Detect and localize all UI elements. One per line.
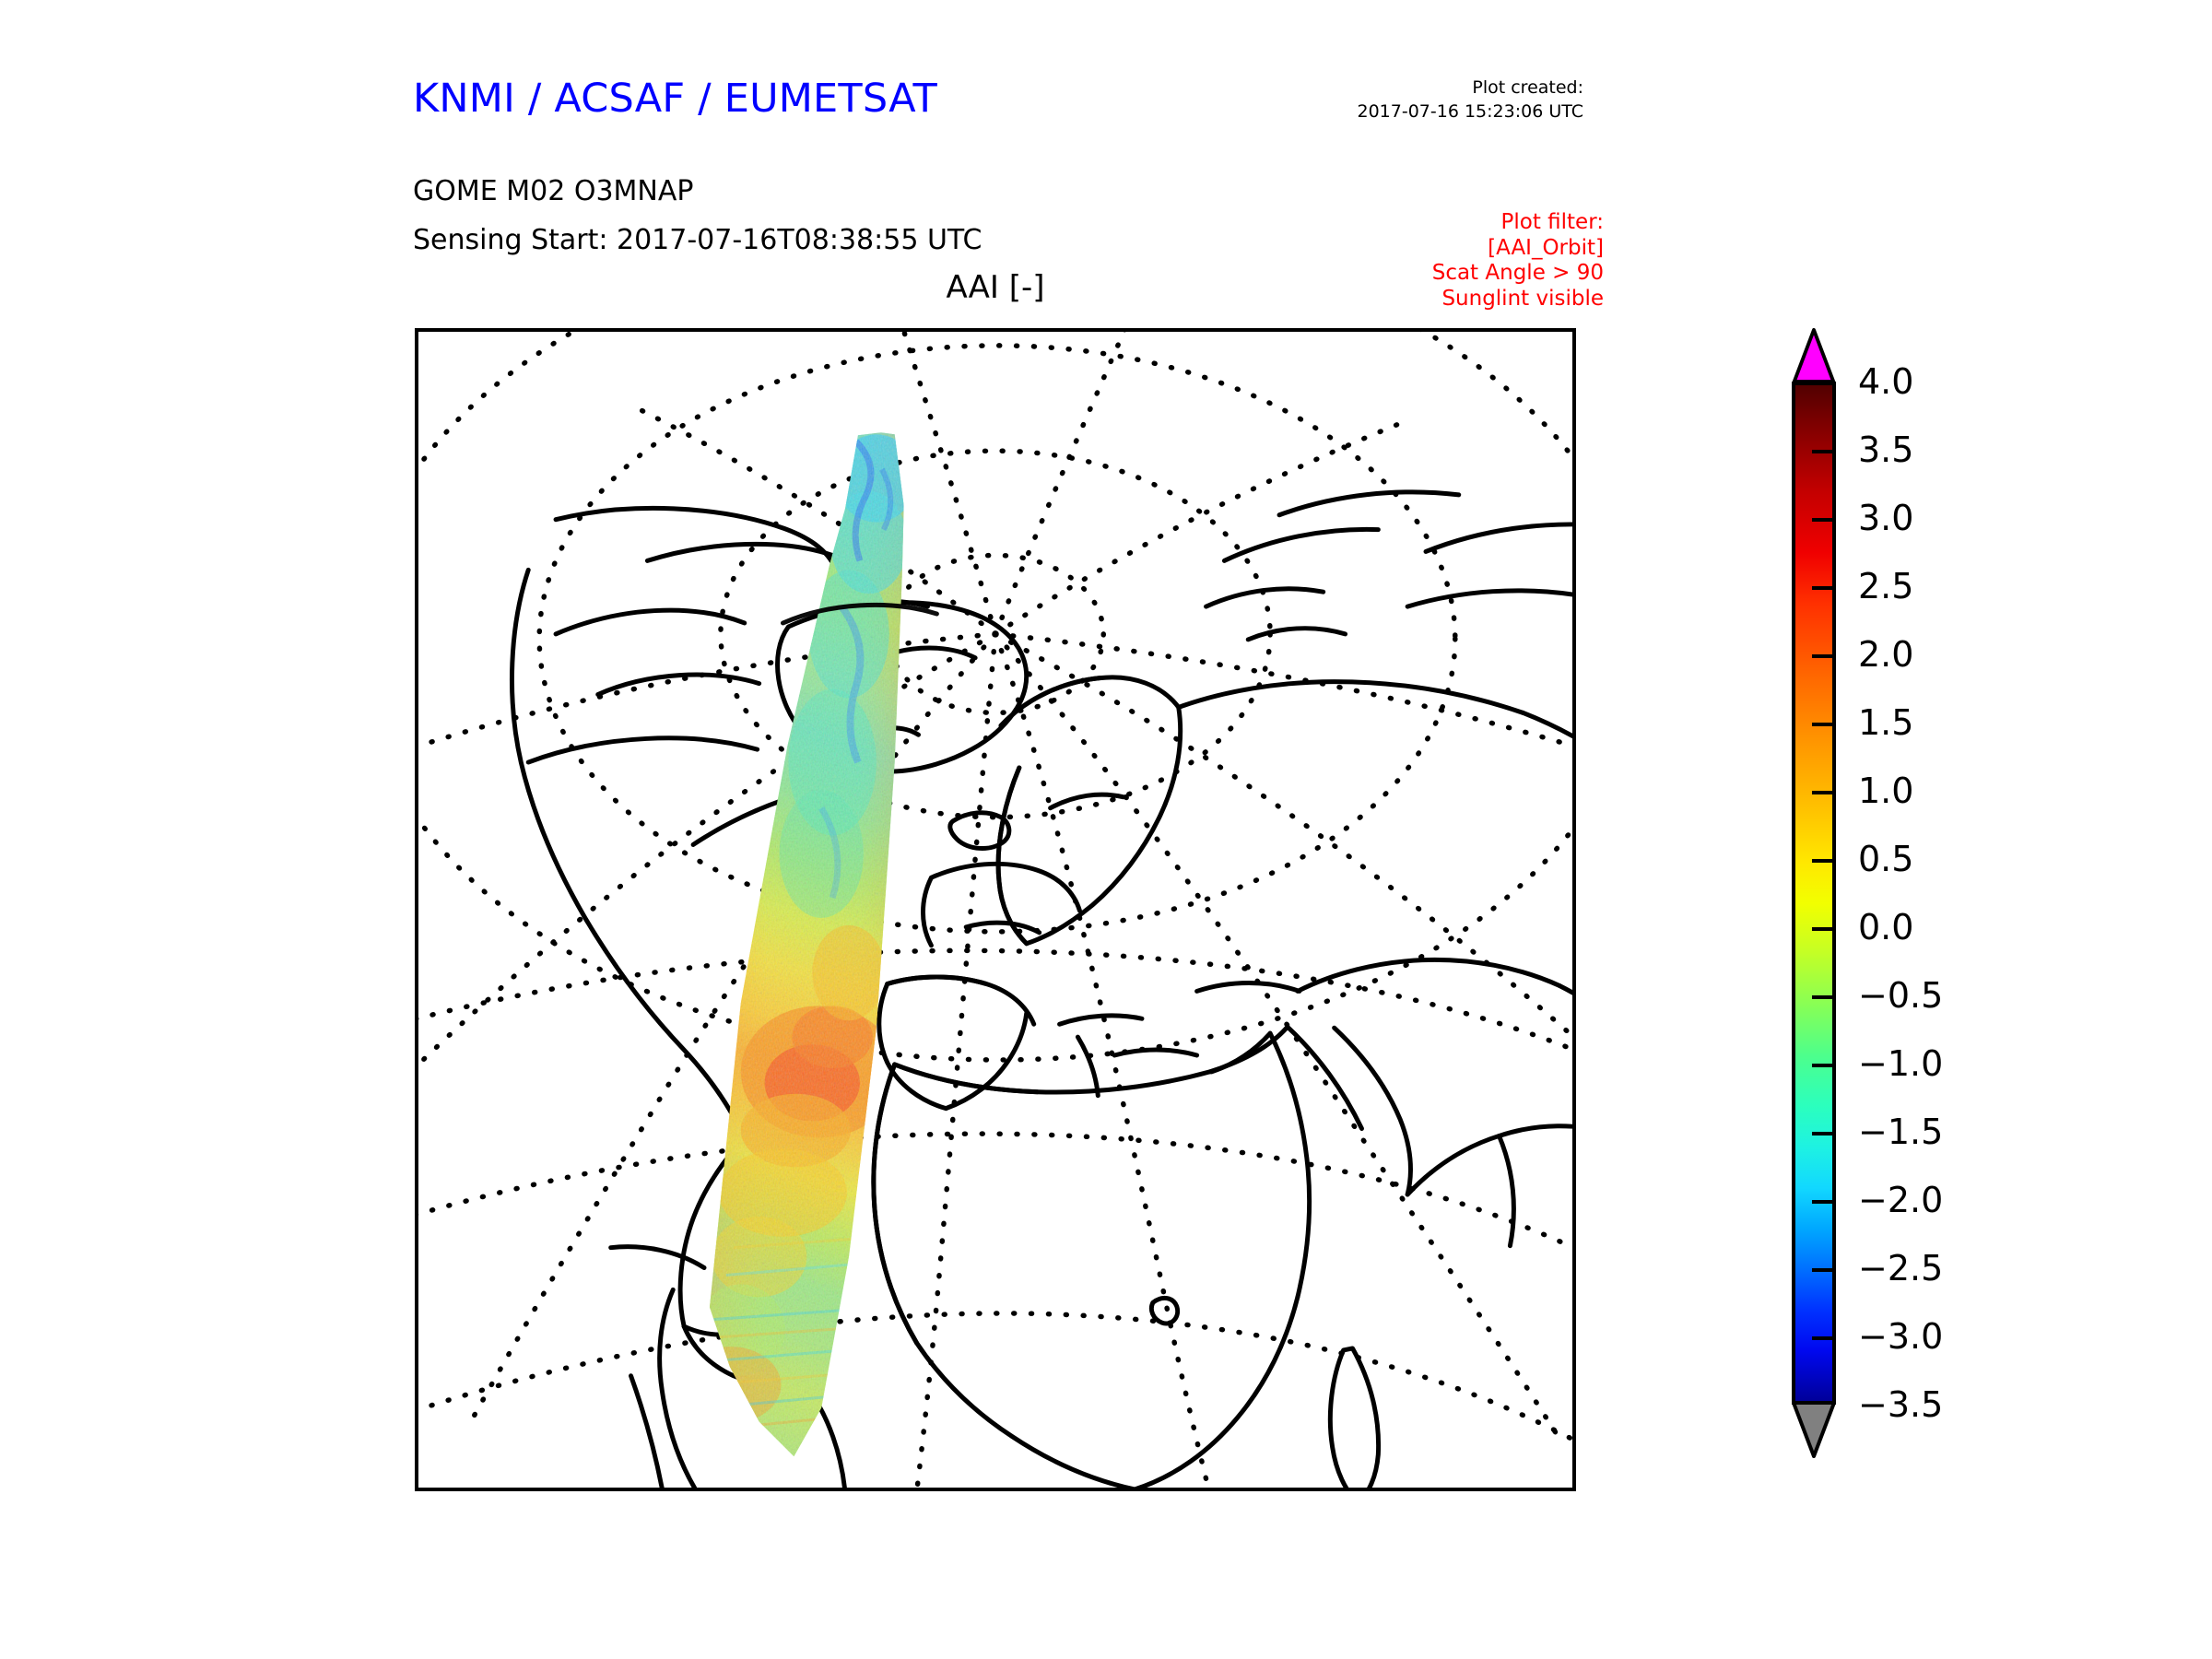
- colorbar: 4.0 3.5 3.0 2.5 2.0 1.5 1.0 0.5 0.0 −0.5 −1.0 −1.5 −…: [1792, 324, 2179, 1523]
- plot-filter-name: [AAI_Orbit]: [1488, 235, 1604, 260]
- plot-filter-label: Plot filter:: [1500, 210, 1604, 234]
- colorbar-tick: [1812, 927, 1832, 931]
- colorbar-tick-label: 0.0: [1858, 907, 1914, 947]
- colorbar-tick: [1812, 791, 1832, 794]
- colorbar-tick-label: −2.5: [1858, 1248, 1944, 1288]
- colorbar-tick: [1812, 654, 1832, 658]
- colorbar-tick-label: −3.0: [1858, 1316, 1944, 1357]
- colorbar-tick-label: −1.5: [1858, 1112, 1944, 1152]
- world-map: [418, 332, 1572, 1488]
- plot-created-block: Plot created: 2017-07-16 15:23:06 UTC: [1196, 76, 1584, 124]
- dataset-name: GOME M02 O3MNAP: [413, 175, 694, 207]
- colorbar-tick: [1812, 1200, 1832, 1204]
- colorbar-tick-label: −0.5: [1858, 975, 1944, 1016]
- colorbar-over-arrow: [1792, 328, 1836, 383]
- colorbar-tick-label: 2.0: [1858, 634, 1914, 675]
- colorbar-tick: [1812, 995, 1832, 999]
- plot-created-timestamp: 2017-07-16 15:23:06 UTC: [1357, 101, 1584, 122]
- colorbar-tick-label: 1.5: [1858, 702, 1914, 743]
- colorbar-tick-label: 1.0: [1858, 771, 1914, 811]
- colorbar-tick: [1812, 1268, 1832, 1272]
- colorbar-tick: [1812, 1132, 1832, 1135]
- colorbar-gradient: [1792, 382, 1836, 1405]
- coastlines: [510, 489, 1572, 1488]
- colorbar-tick-label: 3.5: [1858, 429, 1914, 470]
- aai-orbit-swath: [709, 432, 904, 1457]
- colorbar-tick-label: 4.0: [1858, 361, 1914, 402]
- colorbar-tick: [1812, 859, 1832, 863]
- colorbar-tick: [1812, 450, 1832, 453]
- colorbar-tick-label: −1.0: [1858, 1043, 1944, 1084]
- colorbar-tick: [1812, 518, 1832, 522]
- colorbar-tick-label: −2.0: [1858, 1180, 1944, 1220]
- colorbar-tick: [1812, 723, 1832, 726]
- colorbar-tick: [1812, 586, 1832, 590]
- page-title: AAI [-]: [946, 269, 1045, 306]
- colorbar-tick-label: 0.5: [1858, 839, 1914, 879]
- colorbar-tick: [1812, 1336, 1832, 1340]
- plot-filter-sunglint: Sunglint visible: [1441, 286, 1604, 311]
- colorbar-tick: [1812, 1064, 1832, 1067]
- colorbar-tick-label: 2.5: [1858, 566, 1914, 606]
- sensing-start: Sensing Start: 2017-07-16T08:38:55 UTC: [413, 224, 982, 256]
- colorbar-tick-label: −3.5: [1858, 1384, 1944, 1425]
- plot-filter-scat-angle: Scat Angle > 90: [1431, 261, 1604, 285]
- plot-filter-block: Plot filter: [AAI_Orbit] Scat Angle > 90…: [1281, 210, 1604, 312]
- organisation-title: KNMI / ACSAF / EUMETSAT: [413, 76, 937, 122]
- plot-created-label: Plot created:: [1472, 77, 1583, 98]
- graticule: [418, 332, 1572, 1488]
- coastlines-overlay: [780, 602, 1102, 1346]
- colorbar-tick-label: 3.0: [1858, 498, 1914, 538]
- colorbar-under-arrow: [1792, 1401, 1836, 1458]
- map-plot-area: [415, 328, 1576, 1491]
